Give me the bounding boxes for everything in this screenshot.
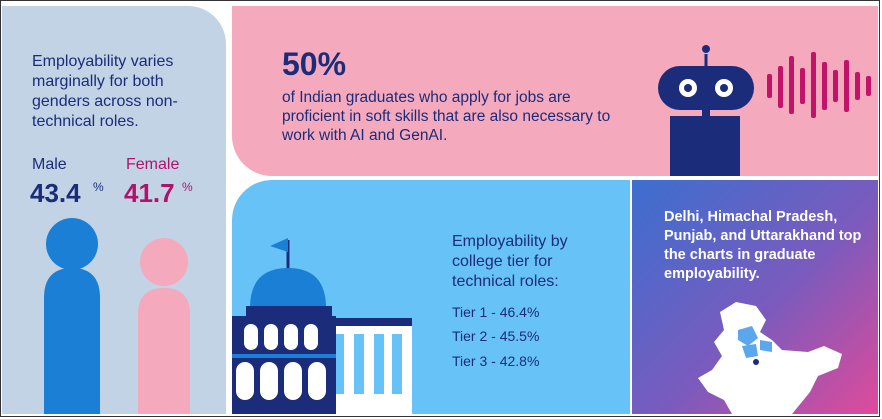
sound-wave-icon — [767, 52, 871, 118]
female-figure-icon — [138, 238, 190, 414]
gender-description: Employability varies marginally for both… — [32, 53, 178, 130]
tier-3: Tier 3 - 42.8% — [452, 353, 540, 369]
tier-1: Tier 1 - 46.4% — [452, 304, 540, 320]
college-tier-heading: Employability by college tier for techni… — [452, 233, 568, 290]
female-label: Female — [126, 156, 180, 173]
soft-skills-stat: 50% — [282, 46, 347, 82]
male-label: Male — [32, 156, 67, 173]
gender-figures-icon — [44, 218, 190, 414]
soft-skills-panel: 50% of Indian graduates who apply for jo… — [232, 6, 878, 176]
states-map-panel: Delhi, Himachal Pradesh, Punjab, and Utt… — [632, 180, 878, 414]
tier-2: Tier 2 - 45.5% — [452, 328, 540, 344]
male-value: 43.4 — [30, 178, 81, 208]
female-percent-symbol: % — [182, 180, 193, 194]
college-tier-panel: Employability by college tier for techni… — [232, 180, 630, 414]
robot-icon — [658, 45, 871, 176]
female-value: 41.7 — [124, 178, 175, 208]
states-text: Delhi, Himachal Pradesh, Punjab, and Utt… — [664, 209, 862, 282]
male-percent-symbol: % — [93, 180, 104, 194]
india-map-icon — [698, 302, 842, 414]
college-building-icon — [232, 238, 412, 414]
soft-skills-text: of Indian graduates who apply for jobs a… — [282, 89, 611, 144]
gender-panel: Employability varies marginally for both… — [2, 6, 226, 414]
male-figure-icon — [44, 218, 100, 414]
